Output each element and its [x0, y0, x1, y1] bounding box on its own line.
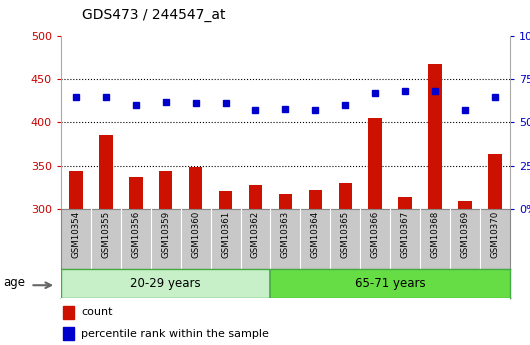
Bar: [189, 167, 202, 209]
Bar: [279, 194, 292, 209]
Bar: [339, 183, 352, 209]
Bar: [69, 171, 83, 209]
Bar: [399, 197, 412, 209]
Bar: [63, 306, 74, 319]
Bar: [99, 135, 112, 209]
Bar: [488, 155, 501, 209]
Bar: [61, 269, 270, 298]
Bar: [270, 269, 510, 298]
Text: GSM10354: GSM10354: [72, 211, 81, 258]
Text: GSM10367: GSM10367: [401, 211, 410, 258]
Bar: [129, 177, 143, 209]
Bar: [249, 186, 262, 209]
Text: GSM10362: GSM10362: [251, 211, 260, 258]
Text: GSM10365: GSM10365: [341, 211, 350, 258]
Bar: [428, 64, 442, 209]
Bar: [458, 201, 472, 209]
Text: 20-29 years: 20-29 years: [130, 277, 201, 290]
Text: GSM10356: GSM10356: [131, 211, 140, 258]
Text: percentile rank within the sample: percentile rank within the sample: [81, 329, 269, 339]
Text: GSM10369: GSM10369: [461, 211, 470, 258]
Text: age: age: [3, 276, 25, 289]
Bar: [368, 118, 382, 209]
Text: GSM10355: GSM10355: [101, 211, 110, 258]
Text: GSM10361: GSM10361: [221, 211, 230, 258]
Text: GSM10368: GSM10368: [430, 211, 439, 258]
Text: GSM10359: GSM10359: [161, 211, 170, 258]
Text: count: count: [81, 307, 113, 317]
Text: GSM10360: GSM10360: [191, 211, 200, 258]
Text: GSM10366: GSM10366: [370, 211, 379, 258]
Text: GDS473 / 244547_at: GDS473 / 244547_at: [82, 8, 226, 22]
Bar: [63, 327, 74, 340]
Text: 65-71 years: 65-71 years: [355, 277, 426, 290]
Bar: [159, 171, 172, 209]
Text: GSM10364: GSM10364: [311, 211, 320, 258]
Text: GSM10363: GSM10363: [281, 211, 290, 258]
Text: GSM10370: GSM10370: [490, 211, 499, 258]
Bar: [219, 191, 232, 209]
Bar: [308, 190, 322, 209]
